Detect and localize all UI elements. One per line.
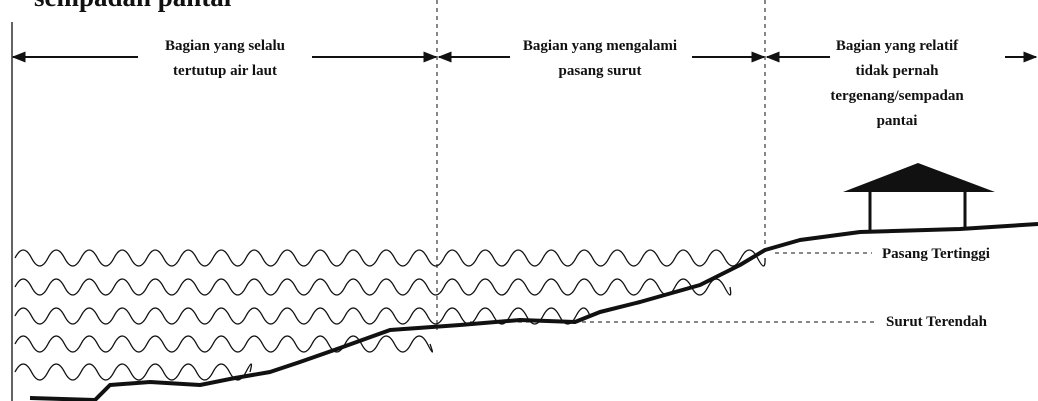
zone-label: pantai bbox=[877, 113, 918, 129]
hut-roof bbox=[843, 163, 995, 192]
zone-labels: Bagian yang selalu tertutup air laut Bagia… bbox=[165, 38, 964, 129]
level-label: Surut Terendah bbox=[886, 314, 988, 330]
zone-label: tergenang/sempadan bbox=[830, 88, 964, 104]
zone-label: Bagian yang mengalami bbox=[523, 38, 677, 54]
zone-label: tertutup air laut bbox=[173, 63, 277, 79]
title: sempadan pantai bbox=[34, 0, 232, 12]
wave bbox=[15, 250, 765, 266]
level-label: Pasang Tertinggi bbox=[882, 246, 990, 262]
diagram: sempadan pantai Bagian yang selalu tertut… bbox=[0, 0, 1038, 401]
waves bbox=[15, 250, 765, 380]
wave bbox=[15, 279, 731, 295]
zone-label: Bagian yang selalu bbox=[165, 38, 285, 54]
zone-label: pasang surut bbox=[559, 63, 642, 79]
zone-label: tidak pernah bbox=[856, 63, 940, 79]
wave bbox=[15, 364, 251, 380]
zone-label: Bagian yang relatif bbox=[836, 38, 959, 54]
